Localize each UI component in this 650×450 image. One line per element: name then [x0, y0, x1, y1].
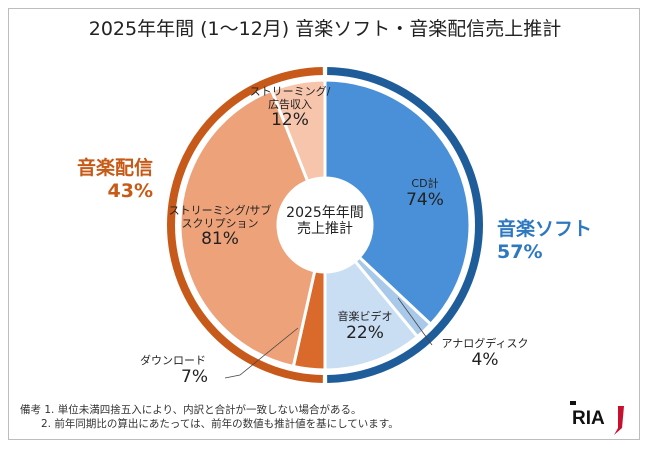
label-video-pct: 22% — [346, 322, 384, 343]
chart-title: 2025年年間 (1〜12月) 音楽ソフト・音楽配信売上推計 — [88, 18, 562, 40]
label-download-name: ダウンロード — [140, 354, 206, 367]
label-ad: ストリーミング/広告収入 12% — [245, 85, 335, 131]
slice-0-0 — [323, 78, 472, 327]
group-ring-0 — [327, 67, 483, 383]
group-soft-share: 57% — [497, 240, 543, 263]
label-cd: CD計 74% — [370, 177, 480, 210]
label-analog: アナログディスク 4% — [430, 337, 540, 370]
group-label-distribution: 音楽配信 43% — [58, 157, 153, 203]
slice-1-2 — [269, 78, 327, 184]
label-video-name: 音楽ビデオ — [337, 310, 393, 323]
label-ad-name: ストリーミング/広告収入 — [249, 85, 331, 111]
label-video: 音楽ビデオ 22% — [325, 310, 405, 343]
note-2: 2. 前年同期比の算出にあたっては、前年の数値も推計値を基にしています。 — [41, 418, 399, 430]
center-label: 2025年年間 売上推計 — [270, 205, 380, 237]
label-cd-name: CD計 — [411, 177, 439, 190]
label-subscription-name: ストリーミング/サブスクリプション — [168, 204, 272, 230]
group-ring-1 — [167, 67, 323, 383]
group-distribution-share: 43% — [107, 179, 153, 202]
label-download-pct: 7% — [181, 366, 208, 387]
riaj-logo: RIA — [570, 401, 624, 435]
leader-line-download — [224, 327, 299, 379]
group-soft-name: 音楽ソフト — [497, 218, 593, 240]
group-label-soft: 音楽ソフト 57% — [497, 218, 592, 264]
slice-1-1 — [178, 88, 317, 369]
label-cd-pct: 74% — [406, 189, 444, 210]
label-download: ダウンロード 7% — [128, 354, 218, 387]
notes: 備考 1. 単位未満四捨五入により、内訳と合計が一致しない場合がある。 2. 前… — [20, 403, 399, 431]
group-distribution-name: 音楽配信 — [76, 157, 153, 179]
label-analog-name: アナログディスク — [441, 337, 529, 350]
svg-text:RIA: RIA — [572, 408, 605, 429]
label-subscription-pct: 81% — [201, 229, 239, 250]
label-analog-pct: 4% — [471, 349, 499, 370]
leader-line-analog — [397, 297, 433, 346]
label-ad-pct: 12% — [271, 110, 309, 131]
center-label-line2: 売上推計 — [297, 221, 353, 238]
chart-frame — [8, 8, 640, 440]
note-1: 備考 1. 単位未満四捨五入により、内訳と合計が一致しない場合がある。 — [20, 404, 362, 416]
center-label-line1: 2025年年間 — [286, 205, 364, 221]
label-subscription: ストリーミング/サブスクリプション 81% — [165, 204, 275, 250]
